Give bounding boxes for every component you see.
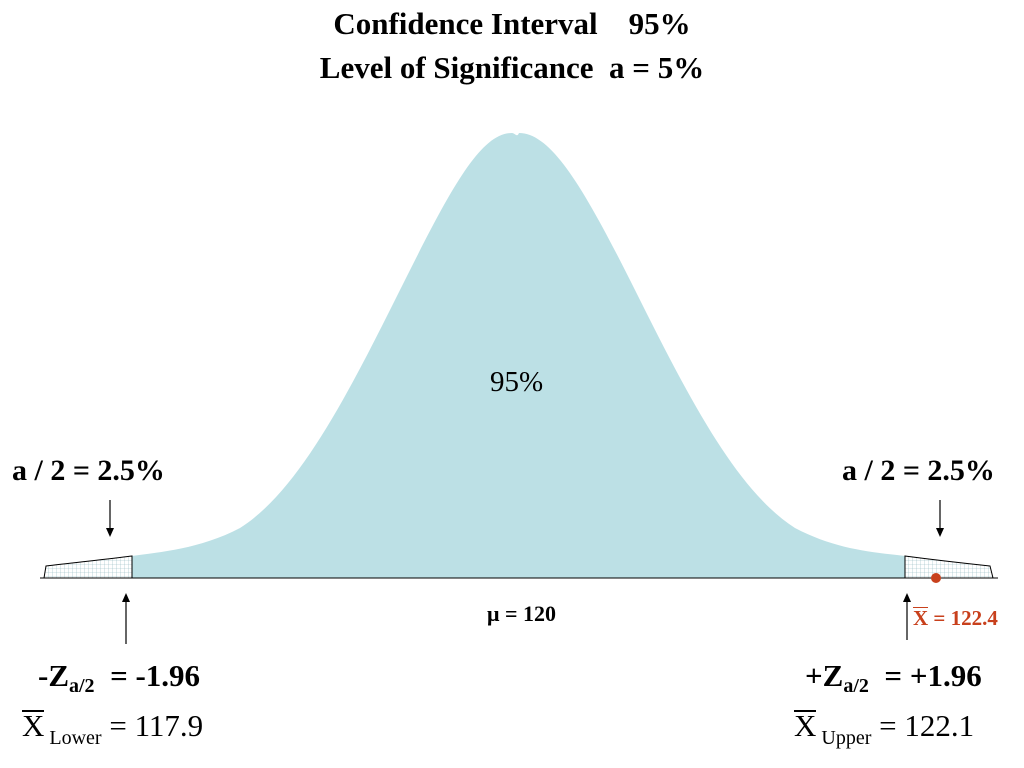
left-tail-label: a / 2 = 2.5%: [12, 454, 165, 487]
curve-center-area: [132, 133, 905, 578]
right-z-subscript: a/2: [843, 675, 869, 697]
sample-mean-symbol: X: [913, 606, 929, 630]
upper-bound: X Upper = 122.1: [794, 708, 974, 750]
title-line-1: Confidence Interval 95%: [333, 6, 691, 41]
left-tail-arrow: [106, 500, 114, 537]
right-tail-label: a / 2 = 2.5%: [842, 454, 995, 487]
upper-bound-subscript: Upper: [816, 727, 872, 749]
sample-mean-label: X = 122.4: [913, 606, 998, 631]
right-z-symbol: +Z: [805, 658, 844, 693]
upper-bound-value: = 122.1: [871, 708, 975, 743]
mean-label: μ = 120: [487, 601, 557, 626]
right-z-value: = +1.96: [868, 658, 982, 693]
left-z-symbol: -Z: [38, 658, 69, 693]
sample-mean-point: [931, 573, 941, 583]
lower-bound: X Lower = 117.9: [22, 708, 203, 750]
lower-bound-symbol: X: [22, 708, 45, 743]
right-tail-arrow: [936, 500, 944, 537]
sample-mean-value: = 122.4: [928, 606, 998, 630]
left-z-score: -Za/2 = -1.96: [38, 658, 200, 698]
left-z-subscript: a/2: [69, 675, 95, 697]
left-z-value: = -1.96: [94, 658, 201, 693]
title-line-2: Level of Significance a = 5%: [319, 50, 705, 85]
left-tail-area: [43, 555, 133, 579]
right-critical-arrow: [903, 593, 911, 640]
right-tail-area: [904, 555, 994, 579]
upper-bound-symbol: X: [794, 708, 817, 743]
lower-bound-value: = 117.9: [101, 708, 204, 743]
left-critical-arrow: [122, 593, 130, 644]
right-z-score: +Za/2 = +1.96: [805, 658, 982, 698]
center-area-label: 95%: [490, 366, 544, 398]
lower-bound-subscript: Lower: [44, 727, 102, 749]
